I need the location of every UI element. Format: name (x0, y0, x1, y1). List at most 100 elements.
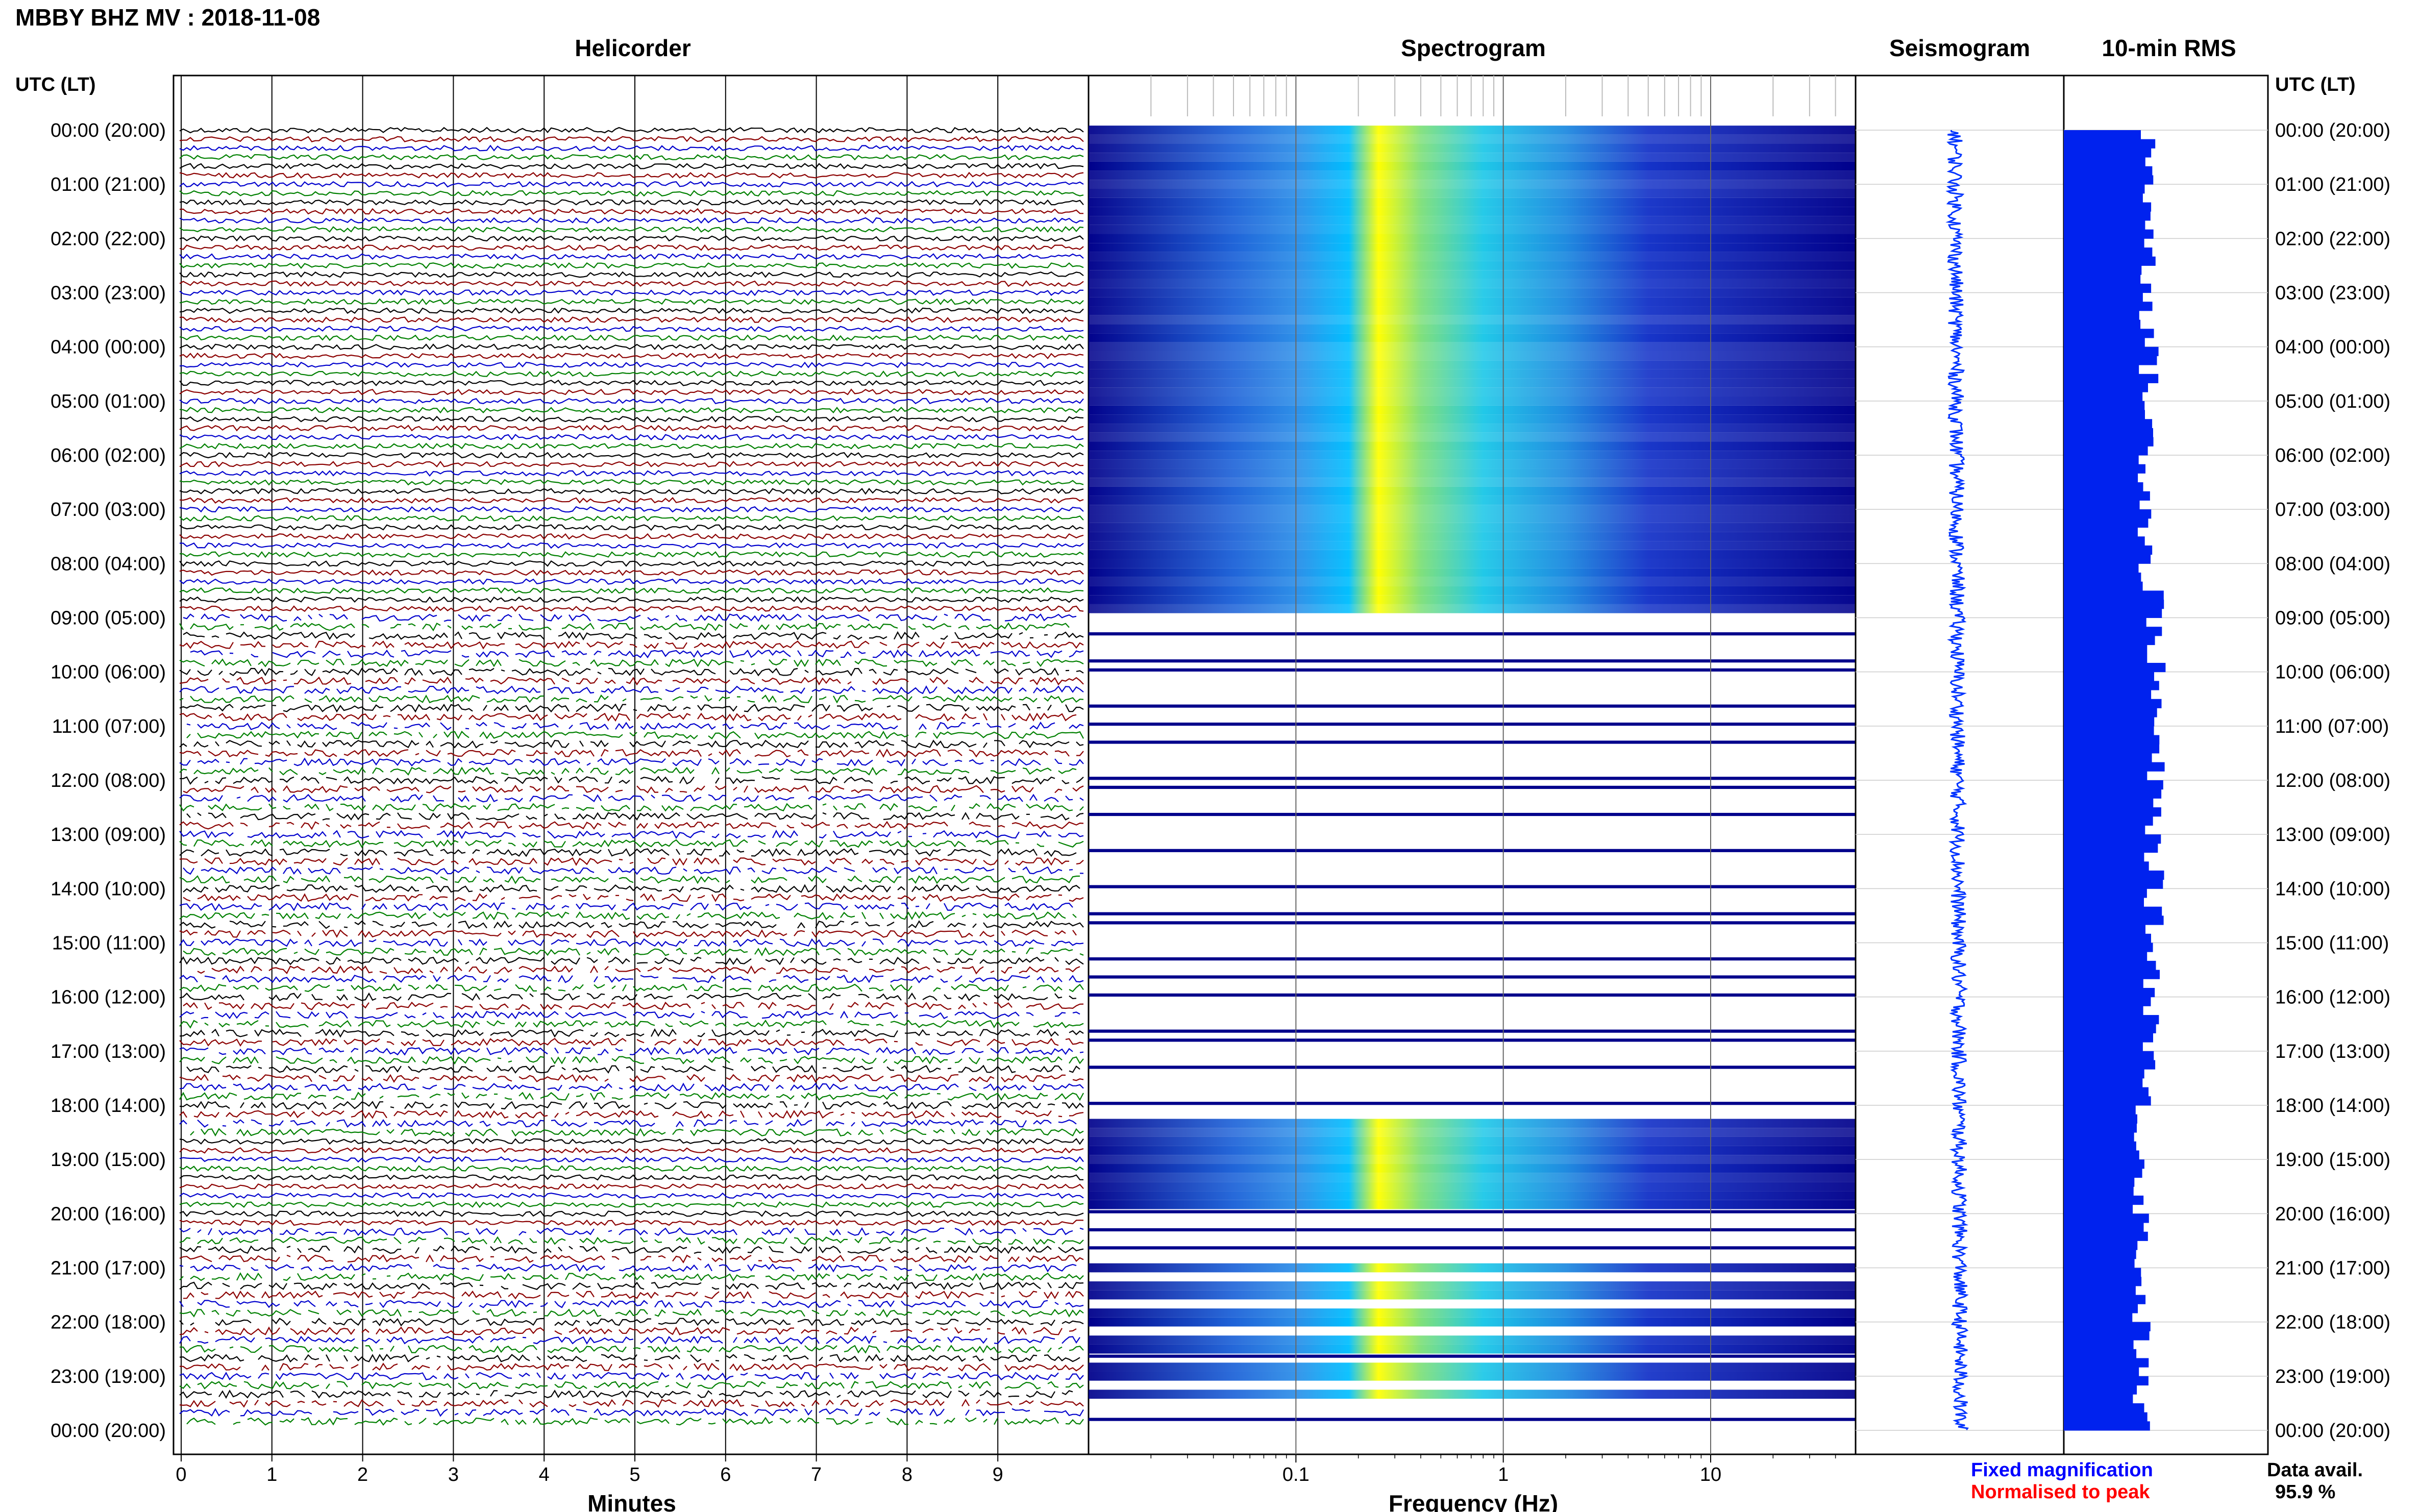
spectrogram-row-low (1089, 885, 1856, 888)
spectrogram-row (1089, 451, 1856, 460)
helicorder-xlabel: Minutes (587, 1490, 676, 1512)
spectrogram-row (1089, 143, 1856, 153)
time-label-left: 14:00 (10:00) (51, 878, 166, 900)
rms-bar (2064, 1204, 2133, 1214)
helicorder-trace (179, 685, 1084, 695)
rms-bar (2064, 1024, 2156, 1033)
spectrogram-row (1089, 306, 1856, 315)
rms-bar (2064, 157, 2145, 167)
helicorder-trace (179, 506, 1084, 513)
spectrogram-row (1089, 1173, 1856, 1182)
helicorder-trace (179, 244, 1084, 251)
helicorder-trace (179, 190, 1084, 197)
spectrogram-row-low (1089, 975, 1856, 979)
rms-bar (2064, 563, 2139, 573)
time-label-left: 21:00 (17:00) (51, 1258, 166, 1279)
rms-bar (2064, 392, 2143, 402)
spectrogram-row (1089, 297, 1856, 307)
spectrogram-row (1089, 387, 1856, 396)
time-label-right: 08:00 (04:00) (2275, 553, 2390, 575)
helicorder-trace (179, 1254, 1084, 1263)
rms-bar (2064, 898, 2144, 907)
spectrogram-row (1089, 207, 1856, 216)
rms-bar (2064, 987, 2155, 998)
spectrogram-row (1089, 225, 1856, 234)
time-label-left: 22:00 (18:00) (51, 1312, 166, 1333)
spectrogram-row (1089, 180, 1856, 189)
rms-bar (2064, 437, 2154, 447)
helicorder-trace (179, 326, 1084, 332)
spectrogram-row (1089, 550, 1856, 559)
helicorder-trace (179, 1156, 1084, 1163)
figure-title: MBBY BHZ MV : 2018-11-08 (15, 4, 320, 31)
time-label-left: 20:00 (16:00) (51, 1203, 166, 1225)
helicorder-trace (179, 1201, 1084, 1208)
rms-bar (2064, 635, 2155, 646)
spectrogram-row (1089, 1136, 1856, 1146)
helicorder-trace (179, 956, 1084, 965)
rms-bar (2064, 275, 2141, 284)
helicorder-trace (179, 1353, 1080, 1363)
helicorder-trace (179, 388, 1084, 395)
rms-bar (2064, 500, 2140, 510)
rms-bar (2064, 1069, 2144, 1079)
rms-bar (2064, 662, 2166, 673)
rms-bar (2064, 600, 2164, 609)
rms-bar (2064, 383, 2148, 392)
rms-bar (2064, 247, 2153, 257)
helicorder-trace (186, 1064, 1080, 1074)
rms-bar (2064, 1150, 2139, 1160)
helicorder-trace (179, 442, 1084, 450)
rms-bar (2064, 681, 2159, 690)
helicorder-x-axis: 0 1 2 3 4 5 6 7 8 9 (176, 1454, 1003, 1485)
rms-bar (2064, 1258, 2135, 1268)
helicorder-trace (190, 1128, 1084, 1137)
helicorder-trace (179, 380, 1084, 386)
rms-bar (2064, 870, 2164, 880)
helicorder-trace (179, 406, 1084, 414)
rms-bar (2064, 943, 2153, 952)
spectrogram-row (1089, 252, 1856, 261)
seismogram-panel (1855, 75, 2065, 1455)
rms-bar (2064, 1385, 2137, 1395)
rms-bar (2064, 654, 2148, 663)
spectrogram-row (1089, 586, 1856, 596)
rms-bar (2064, 446, 2148, 456)
spectrogram-row (1089, 315, 1856, 325)
spectrogram-row (1089, 126, 1856, 135)
rms-bar (2064, 1268, 2141, 1277)
spectrogram-row (1089, 1164, 1856, 1173)
time-label-left: 06:00 (02:00) (51, 445, 166, 466)
seismogram-trace (1945, 130, 1969, 1430)
spectrogram-row (1089, 568, 1856, 577)
rms-bar (2064, 627, 2162, 636)
helicorder-trace (179, 280, 1084, 287)
time-label-right: 21:00 (17:00) (2275, 1258, 2390, 1279)
rms-bar (2064, 690, 2152, 700)
helicorder-trace (179, 262, 1084, 269)
helicorder-trace (179, 658, 1084, 667)
utc-label-left: UTC (LT) (15, 74, 96, 95)
spectrogram-row (1089, 1155, 1856, 1164)
rms-bar (2064, 735, 2160, 745)
rms-bar (2064, 1412, 2148, 1422)
helicorder-trace (179, 839, 1084, 848)
rms-bar (2064, 933, 2151, 943)
rms-bar (2064, 825, 2145, 835)
spectrogram-row (1089, 441, 1856, 451)
time-label-left: 16:00 (12:00) (51, 987, 166, 1008)
helicorder-trace (179, 1047, 1084, 1056)
helicorder-trace (179, 1227, 1084, 1236)
data-avail-label: Data avail. (2267, 1459, 2363, 1481)
helicorder-trace (179, 370, 1084, 378)
rms-bar (2064, 699, 2162, 708)
spectrogram-row (1089, 333, 1856, 342)
utc-label-right: UTC (LT) (2275, 74, 2356, 95)
spectrogram-row (1089, 270, 1856, 279)
time-label-right: 23:00 (19:00) (2275, 1366, 2390, 1387)
rms-bar (2064, 1331, 2150, 1341)
helicorder-trace (179, 425, 1084, 432)
spectrogram-row (1089, 360, 1856, 369)
helicorder-trace (183, 1001, 1084, 1010)
helicorder-trace (183, 784, 1084, 794)
